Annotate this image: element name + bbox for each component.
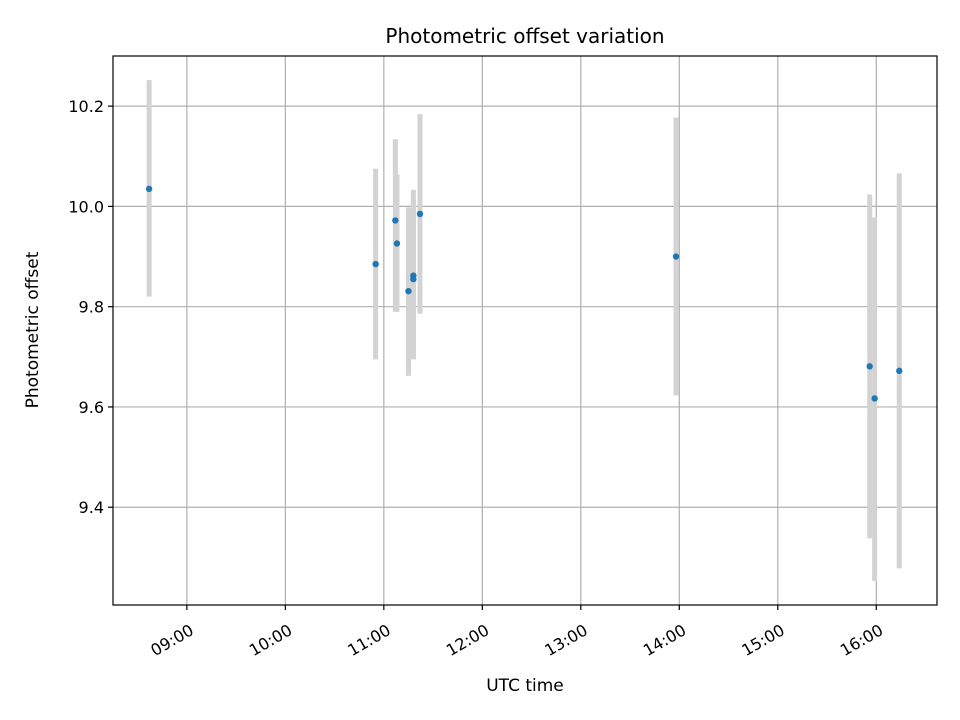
x-tick-label: 09:00 (147, 620, 196, 660)
y-tick-label: 9.8 (79, 298, 104, 317)
x-axis-ticks: 09:00 10:00 11:00 12:00 13:00 14:00 15:00 16:00 (147, 605, 886, 660)
data-point (672, 253, 680, 260)
x-tick-label: 14:00 (640, 620, 689, 660)
data-point (866, 363, 873, 370)
y-axis-label: Photometric offset (23, 251, 43, 408)
chart-title: Photometric offset variation (385, 24, 664, 48)
data-point (410, 275, 417, 283)
grid (113, 56, 937, 605)
x-tick-label: 15:00 (738, 620, 787, 660)
data-point (372, 260, 379, 268)
data-point (392, 217, 399, 224)
y-axis-ticks: 9.4 9.6 9.8 10.0 10.2 (68, 97, 113, 517)
data-point (145, 185, 153, 193)
error-bars (146, 80, 902, 581)
x-tick-label: 13:00 (541, 620, 590, 660)
data-point (405, 287, 412, 295)
x-tick-label: 12:00 (443, 620, 492, 660)
data-points (145, 185, 903, 402)
y-tick-label: 10.2 (68, 97, 104, 116)
plot-frame (112, 55, 938, 606)
x-tick-label: 16:00 (837, 620, 886, 660)
x-axis-label: UTC time (486, 676, 564, 696)
y-tick-label: 9.6 (79, 398, 104, 417)
x-tick-label: 10:00 (246, 620, 295, 660)
data-point (871, 395, 878, 402)
data-point (416, 210, 424, 218)
y-tick-label: 9.4 (79, 498, 104, 517)
y-tick-label: 10.0 (68, 197, 104, 216)
x-tick-label: 11:00 (344, 620, 393, 660)
data-point (393, 240, 401, 247)
data-point (896, 367, 903, 375)
